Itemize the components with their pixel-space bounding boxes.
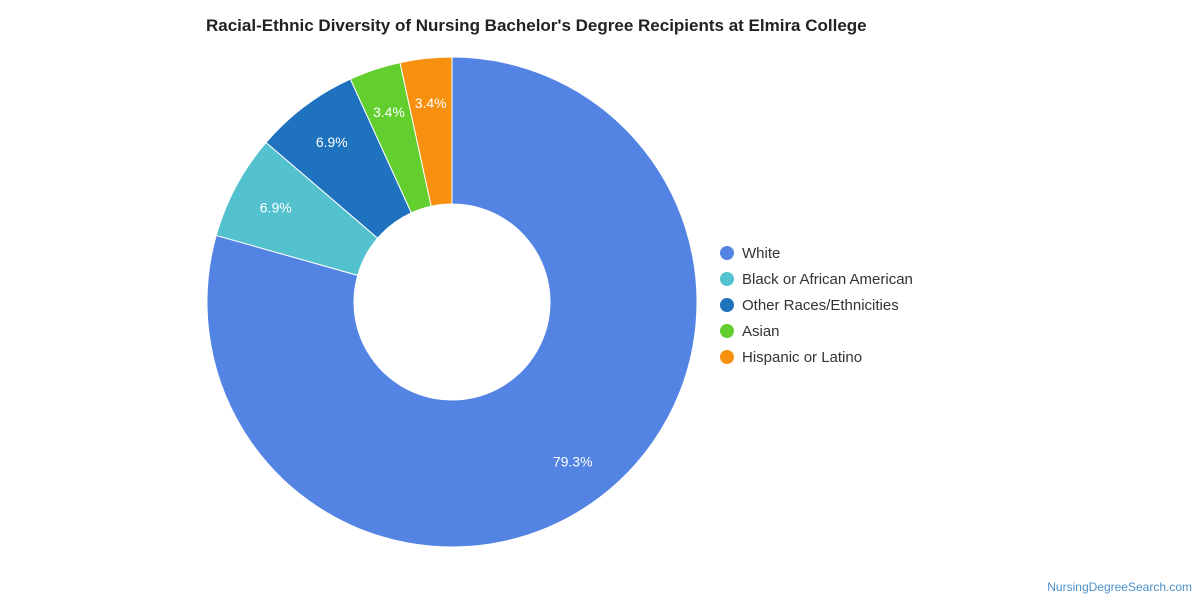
legend-swatch — [720, 324, 734, 338]
legend-label: Black or African American — [742, 270, 913, 288]
watermark[interactable]: NursingDegreeSearch.com — [1047, 580, 1192, 594]
legend: White Black or African American Other Race… — [720, 240, 913, 370]
legend-label: Hispanic or Latino — [742, 348, 863, 366]
slice-label-hispanic-or-latino: 3.4% — [415, 95, 447, 111]
legend-swatch — [720, 350, 734, 364]
slice-label-other-races-ethnicities: 6.9% — [316, 134, 348, 150]
slice-hispanic-or-latino[interactable] — [399, 56, 453, 207]
legend-item-hispanic-or-latino[interactable]: Hispanic or Latino — [720, 344, 913, 370]
legend-label: White — [742, 244, 781, 262]
legend-item-black-or-african-american[interactable]: Black or African American — [720, 266, 913, 292]
legend-label: Asian — [742, 322, 780, 340]
legend-item-white[interactable]: White — [720, 240, 913, 266]
legend-swatch — [720, 246, 734, 260]
slice-label-white: 79.3% — [553, 453, 593, 469]
legend-label: Other Races/Ethnicities — [742, 296, 899, 314]
legend-item-asian[interactable]: Asian — [720, 318, 913, 344]
legend-swatch — [720, 272, 734, 286]
legend-item-other-races-ethnicities[interactable]: Other Races/Ethnicities — [720, 292, 913, 318]
slice-white[interactable] — [206, 56, 698, 548]
slices-group — [206, 56, 698, 548]
slice-label-black-or-african-american: 6.9% — [260, 199, 292, 215]
chart-title: Racial-Ethnic Diversity of Nursing Bache… — [206, 16, 867, 35]
legend-swatch — [720, 298, 734, 312]
slice-labels-group: 79.3% 6.9% 6.9% 3.4% 3.4% — [260, 95, 593, 469]
slice-label-asian: 3.4% — [373, 104, 405, 120]
